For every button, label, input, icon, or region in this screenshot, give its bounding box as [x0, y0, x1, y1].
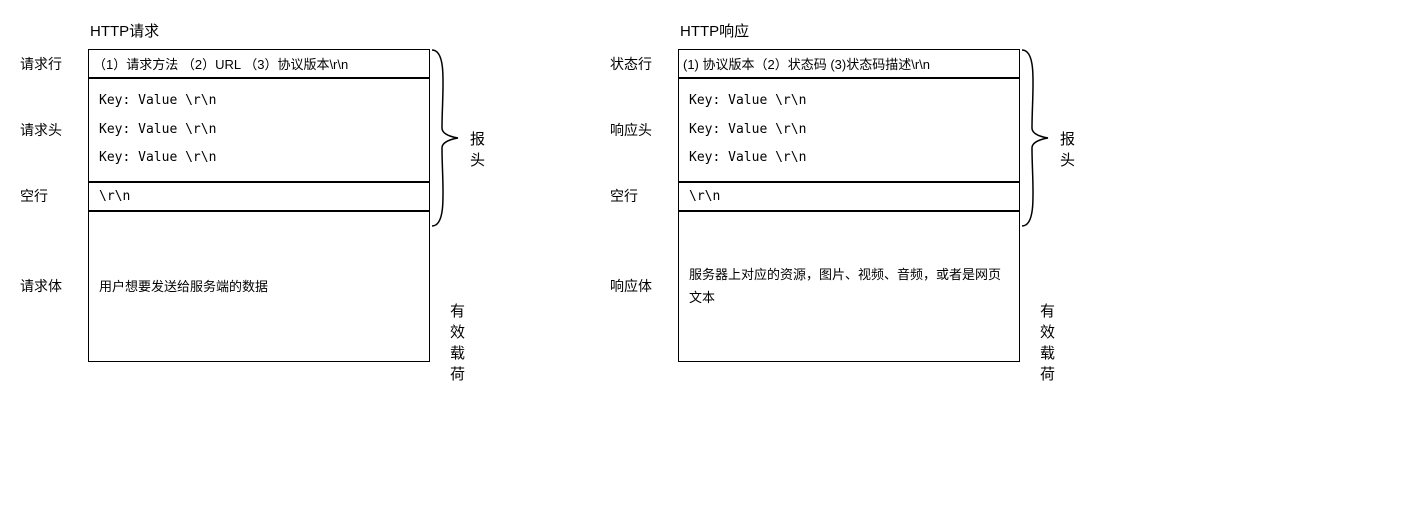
- response-blank-row: 空行 \r\n: [610, 182, 1020, 211]
- response-headers-cell: Key: Value \r\n Key: Value \r\n Key: Val…: [679, 78, 1019, 181]
- request-body-label: 请求体: [20, 211, 88, 362]
- response-body-cell: 服务器上对应的资源，图片、视频、音频，或者是网页文本: [679, 211, 1019, 361]
- request-body-cell: 用户想要发送给服务端的数据: [89, 211, 429, 361]
- request-headers-label: 请求头: [20, 78, 88, 182]
- response-firstline-cell: (1) 协议版本（2）状态码 (3)状态码描述\r\n: [679, 50, 1019, 77]
- request-blank-cell: \r\n: [89, 182, 429, 210]
- request-firstline-row: 请求行 （1）请求方法 （2）URL （3）协议版本\r\n: [20, 49, 430, 78]
- response-headers-label: 响应头: [610, 78, 678, 182]
- request-blank-row: 空行 \r\n: [20, 182, 430, 211]
- diagram-container: HTTP请求 请求行 （1）请求方法 （2）URL （3）协议版本\r\n 请求…: [20, 20, 1387, 362]
- http-response-diagram: HTTP响应 状态行 (1) 协议版本（2）状态码 (3)状态码描述\r\n 响…: [610, 20, 1020, 362]
- response-firstline-row: 状态行 (1) 协议版本（2）状态码 (3)状态码描述\r\n: [610, 49, 1020, 78]
- response-blank-cell: \r\n: [679, 182, 1019, 210]
- response-header-line: Key: Value \r\n: [689, 87, 1009, 116]
- response-body-row: 响应体 服务器上对应的资源，图片、视频、音频，或者是网页文本: [610, 211, 1020, 362]
- request-headers-cell: Key: Value \r\n Key: Value \r\n Key: Val…: [89, 78, 429, 181]
- request-title: HTTP请求: [90, 20, 430, 41]
- response-header-line: Key: Value \r\n: [689, 116, 1009, 145]
- request-headers-row: 请求头 Key: Value \r\n Key: Value \r\n Key:…: [20, 78, 430, 182]
- request-header-line: Key: Value \r\n: [99, 144, 419, 173]
- http-request-diagram: HTTP请求 请求行 （1）请求方法 （2）URL （3）协议版本\r\n 请求…: [20, 20, 430, 362]
- response-headers-row: 响应头 Key: Value \r\n Key: Value \r\n Key:…: [610, 78, 1020, 182]
- brace-icon: [430, 48, 460, 228]
- response-body-label: 响应体: [610, 211, 678, 362]
- request-header-line: Key: Value \r\n: [99, 87, 419, 116]
- request-firstline-label: 请求行: [20, 49, 88, 78]
- response-firstline-label: 状态行: [610, 49, 678, 78]
- response-header-line: Key: Value \r\n: [689, 144, 1009, 173]
- brace-icon: [1020, 48, 1050, 228]
- request-firstline-cell: （1）请求方法 （2）URL （3）协议版本\r\n: [89, 50, 429, 77]
- request-blank-label: 空行: [20, 182, 88, 211]
- response-payload-annotation: 有效载荷: [1040, 300, 1055, 384]
- request-payload-annotation: 有效载荷: [450, 300, 465, 384]
- request-body-row: 请求体 用户想要发送给服务端的数据: [20, 211, 430, 362]
- request-header-line: Key: Value \r\n: [99, 116, 419, 145]
- response-header-annotation: 报头: [1060, 128, 1075, 170]
- request-header-annotation: 报头: [470, 128, 485, 170]
- response-blank-label: 空行: [610, 182, 678, 211]
- response-title: HTTP响应: [680, 20, 1020, 41]
